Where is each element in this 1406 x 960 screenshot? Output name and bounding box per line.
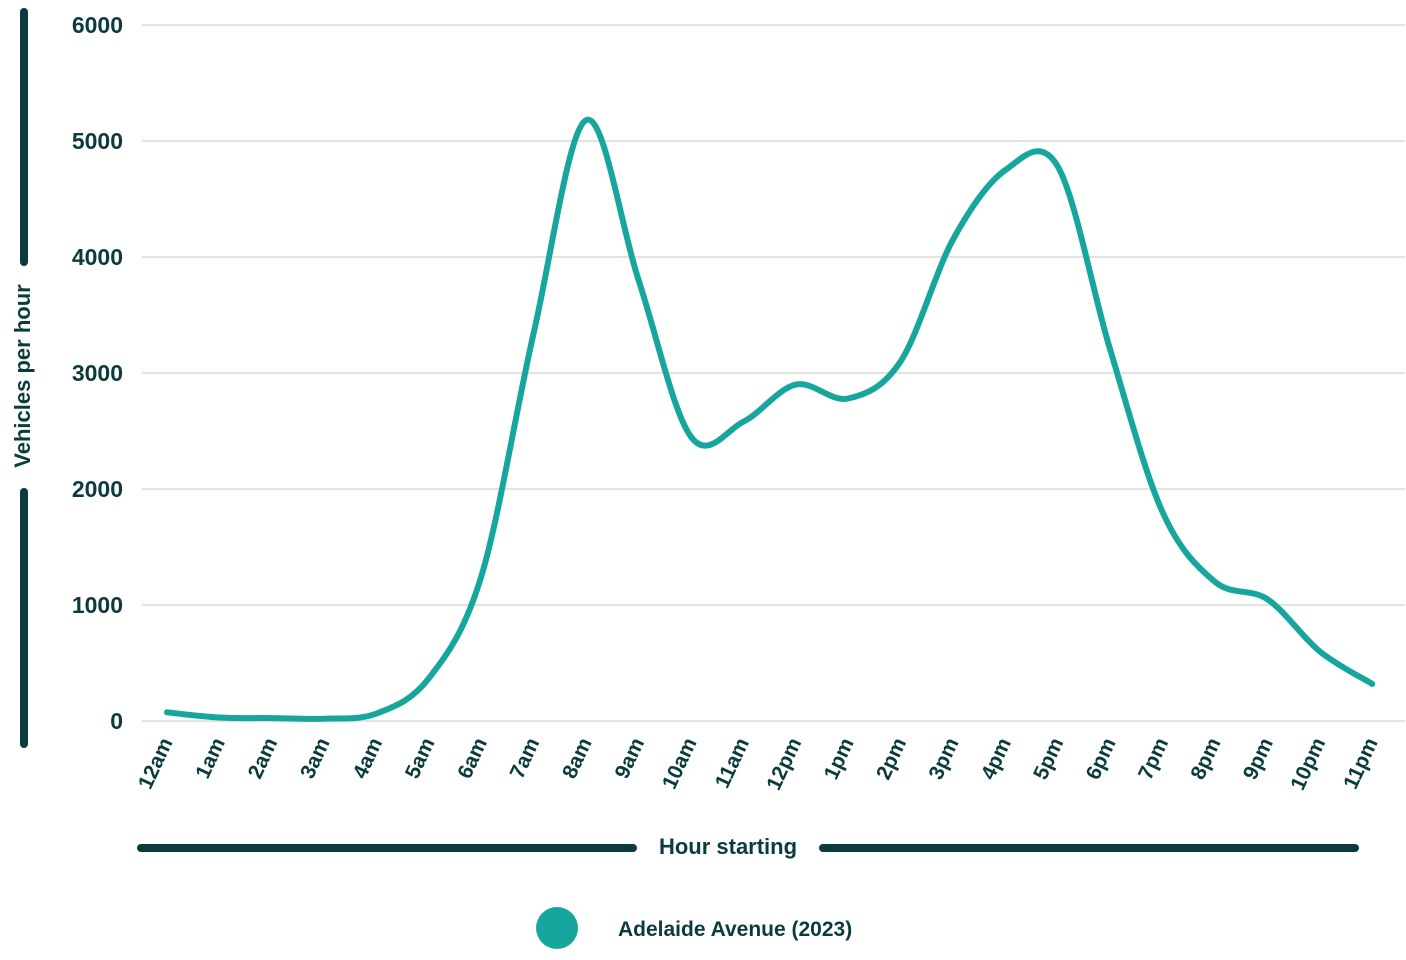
x-tick-label: 6pm (1082, 734, 1121, 783)
x-tick-label: 11am (711, 734, 754, 791)
y-tick-label: 3000 (72, 360, 123, 386)
y-tick-label: 0 (110, 708, 123, 734)
x-tick-label: 7pm (1134, 734, 1173, 783)
y-tick-label: 4000 (72, 244, 123, 270)
x-tick-label: 4am (349, 734, 388, 782)
x-tick-label: 12am (134, 734, 178, 792)
x-tick-label: 1am (191, 734, 230, 782)
x-tick-label: 5pm (1029, 734, 1068, 783)
x-tick-label: 4pm (977, 734, 1016, 783)
x-tick-label: 10am (658, 734, 702, 792)
y-tick-label: 6000 (72, 12, 123, 38)
x-tick-label: 3am (296, 734, 335, 782)
x-tick-label: 10pm (1286, 734, 1330, 793)
x-tick-label: 1pm (820, 734, 859, 783)
x-tick-label: 9am (611, 734, 650, 782)
y-axis-ticks: 0 1000 2000 3000 4000 5000 6000 (72, 12, 123, 734)
x-tick-label: 2pm (872, 734, 911, 783)
x-tick-label: 5am (401, 734, 440, 782)
x-tick-label: 3pm (924, 734, 963, 783)
legend-label: Adelaide Avenue (2023) (618, 918, 852, 941)
y-tick-label: 1000 (72, 592, 123, 618)
y-tick-label: 5000 (72, 128, 123, 154)
x-axis-title: Hour starting (659, 834, 797, 859)
gridlines (142, 24, 1405, 722)
y-tick-label: 2000 (72, 476, 123, 502)
x-tick-label: 7am (506, 734, 545, 782)
x-tick-label: 8am (558, 734, 597, 782)
x-axis-ticks: 12am 1am 2am 3am 4am 5am 6am 7am 8am 9am 10am 11am 1… (134, 734, 1383, 793)
x-tick-label: 9pm (1239, 734, 1278, 783)
series-line-adelaide-avenue (164, 117, 1376, 722)
x-tick-label: 2am (244, 734, 283, 782)
legend: Adelaide Avenue (2023) (536, 907, 852, 949)
x-tick-label: 12pm (762, 734, 806, 793)
legend-swatch (536, 907, 578, 949)
x-tick-label: 6am (453, 734, 492, 782)
y-axis-title: Vehicles per hour (10, 284, 35, 468)
x-tick-label: 8pm (1186, 734, 1225, 783)
x-tick-label: 11pm (1339, 734, 1383, 792)
